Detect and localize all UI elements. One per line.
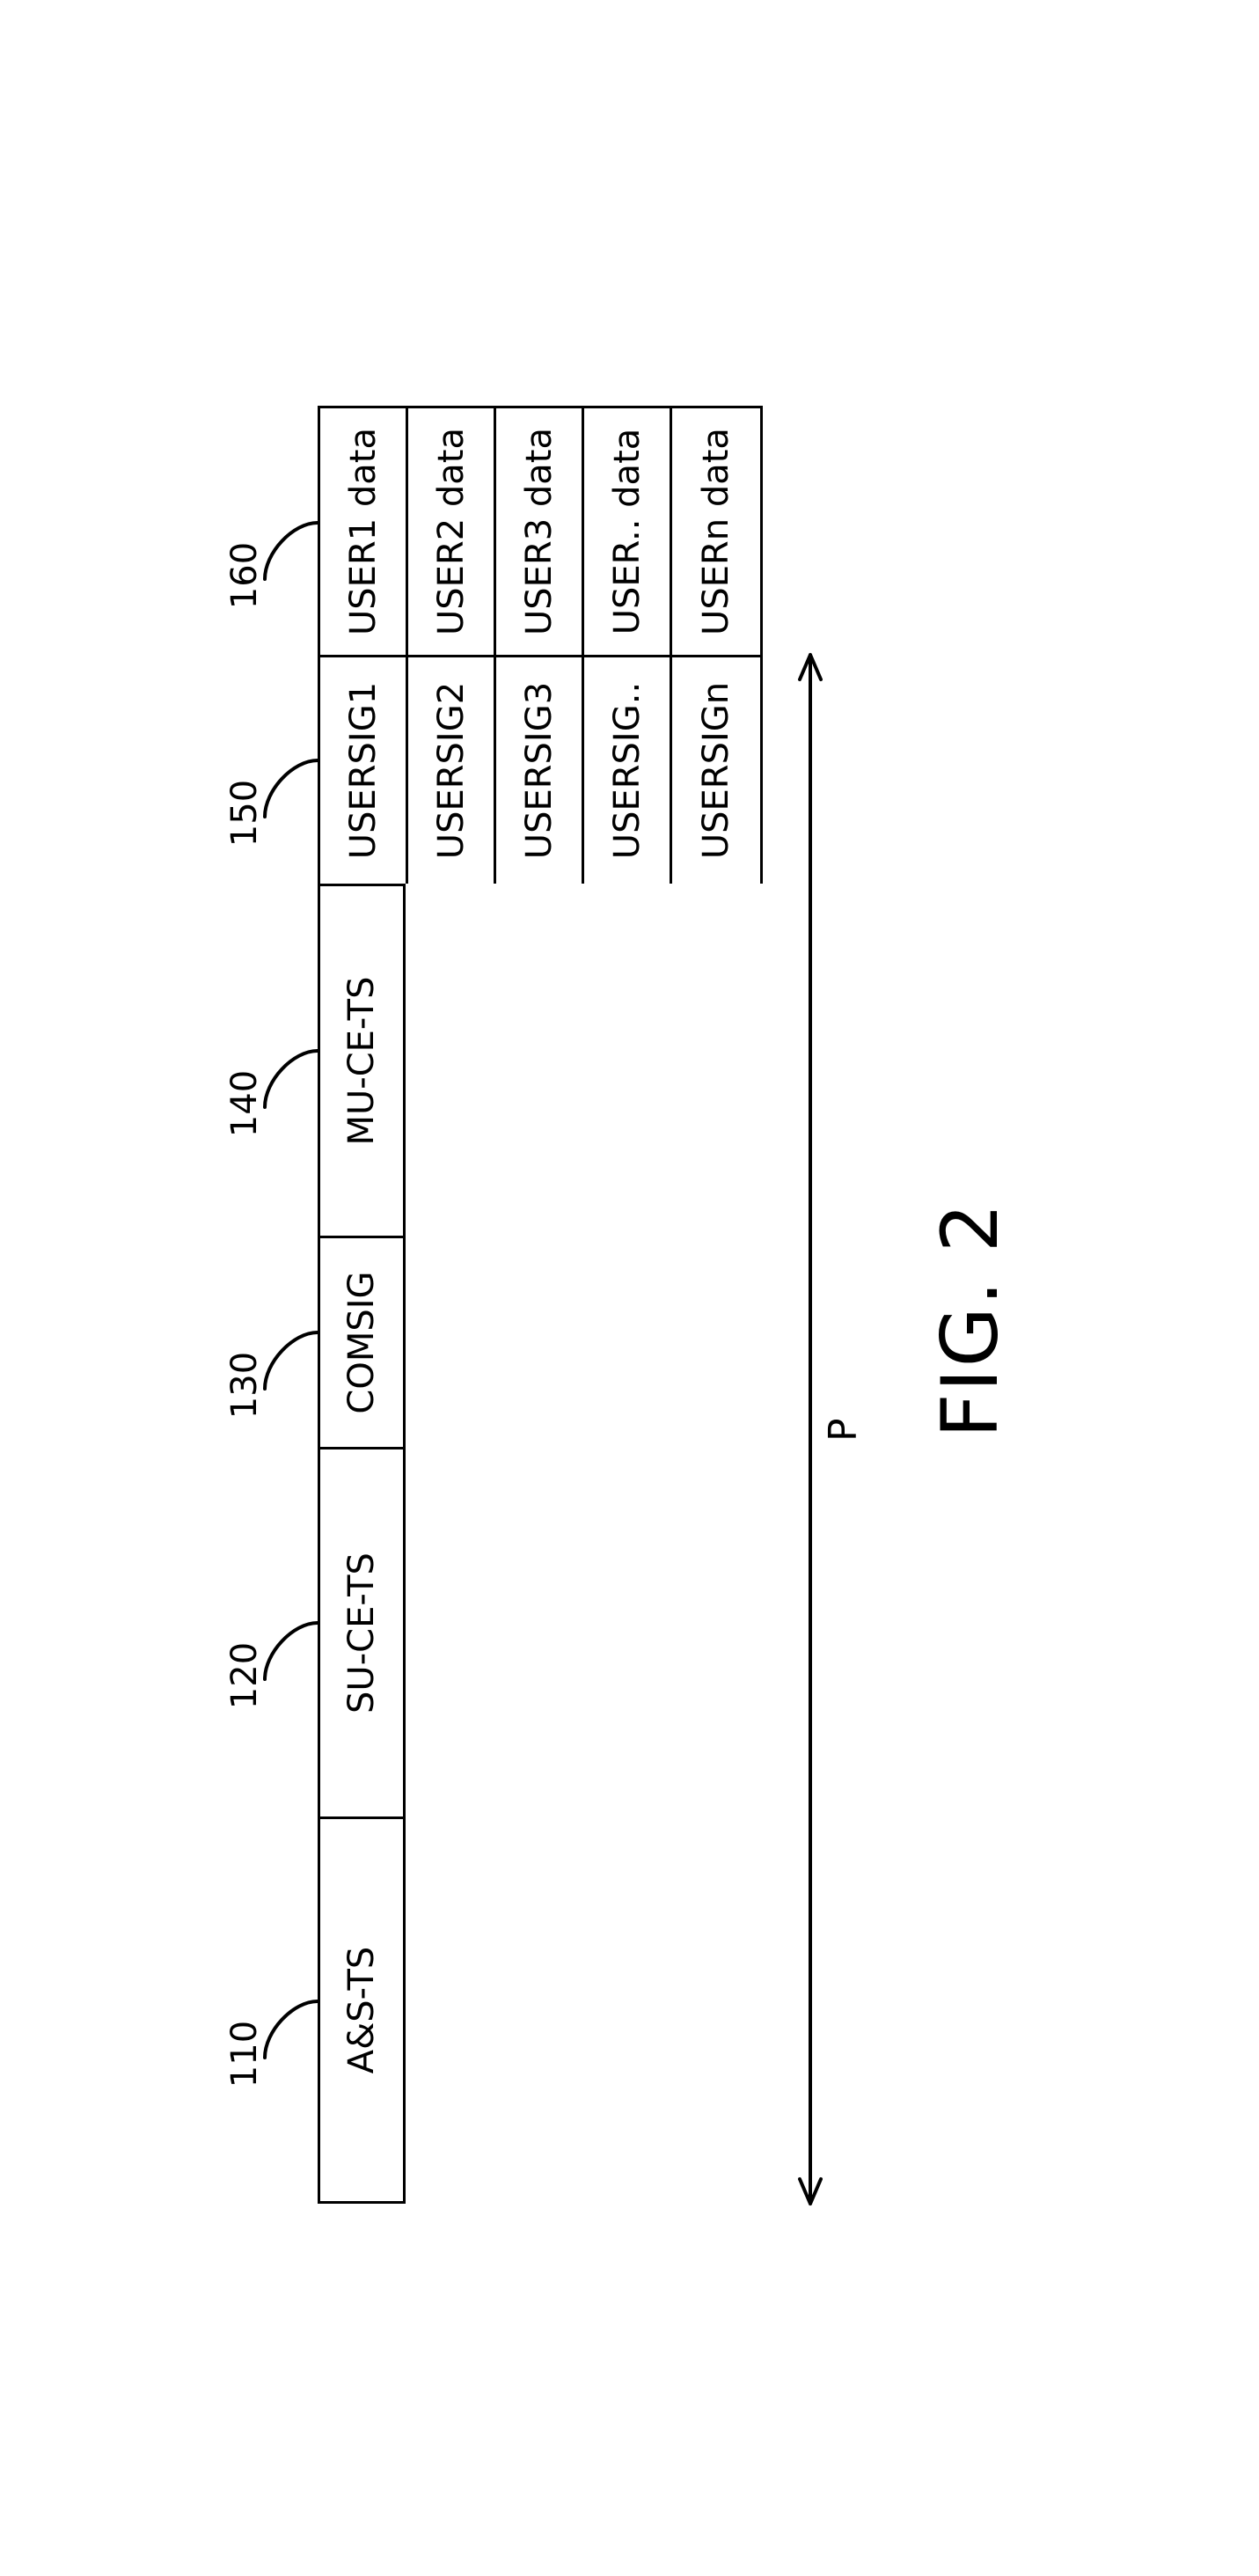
usersig-cell: USERSIG1 — [320, 655, 408, 884]
mu-ce-ts-cell: MU-CE-TS — [318, 884, 406, 1236]
a-s-ts-leader — [260, 1993, 318, 2063]
usersig-cell: USERSIG.. — [584, 655, 672, 884]
userdata-col-leader — [260, 514, 318, 584]
mu-ce-ts-leader — [260, 1042, 318, 1112]
userdata-cell: USER2 data — [408, 408, 496, 655]
userdata-cell: USERn data — [672, 408, 760, 655]
comsig-cell: COMSIG — [318, 1236, 406, 1447]
a-s-ts-ref: 110 — [224, 2001, 265, 2107]
usersig-col-leader — [260, 752, 318, 822]
rotated-stage: A&S-TSSU-CE-TSCOMSIGMU-CE-TSUSERSIG1USER… — [168, 373, 1092, 2204]
a-s-ts-cell: A&S-TS — [318, 1816, 406, 2204]
su-ce-ts-cell: SU-CE-TS — [318, 1447, 406, 1816]
figure-2-diagram: A&S-TSSU-CE-TSCOMSIGMU-CE-TSUSERSIG1USER… — [168, 373, 1092, 2204]
userdata-cell: USER1 data — [320, 408, 408, 655]
usersig-cell: USERSIG2 — [408, 655, 496, 884]
usersig-cell: USERSIG3 — [496, 655, 584, 884]
userdata-cell: USER3 data — [496, 408, 584, 655]
userdata-col-ref: 160 — [224, 523, 265, 628]
frame-strip: A&S-TSSU-CE-TSCOMSIGMU-CE-TS — [318, 884, 406, 2204]
comsig-ref: 130 — [224, 1332, 265, 1438]
usersig-col-ref: 150 — [224, 760, 265, 866]
mu-ce-ts-ref: 140 — [224, 1051, 265, 1156]
usersig-cell: USERSIGn — [672, 655, 760, 884]
figure-label: FIG. 2 — [925, 1201, 1015, 1438]
su-ce-ts-leader — [260, 1614, 318, 1684]
comsig-leader — [260, 1324, 318, 1394]
p-label: P — [821, 1418, 866, 1442]
userdata-cell: USER.. data — [584, 408, 672, 655]
user-table: USERSIG1USER1 dataUSERSIG2USER2 dataUSER… — [318, 406, 763, 884]
su-ce-ts-ref: 120 — [224, 1623, 265, 1728]
